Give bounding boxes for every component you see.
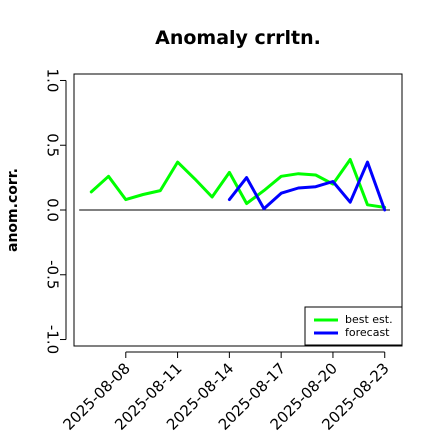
series-line-best-est <box>89 158 387 209</box>
legend-label-best-est: best est. <box>345 313 393 326</box>
y-tick-label: 0.5 <box>44 133 62 157</box>
legend-label-forecast: forecast <box>345 326 390 339</box>
y-tick-label: 0.0 <box>44 198 62 222</box>
y-tick-label: -0.5 <box>44 260 62 289</box>
legend-box <box>304 306 403 346</box>
series-line-forecast <box>227 160 387 212</box>
y-axis-label: anom.corr. <box>5 168 21 252</box>
chart-title: Anomaly crrltn. <box>155 27 321 49</box>
plot-frame <box>73 73 403 347</box>
y-tick-label: -1.0 <box>44 325 62 354</box>
y-tick-label: 1.0 <box>44 69 62 93</box>
